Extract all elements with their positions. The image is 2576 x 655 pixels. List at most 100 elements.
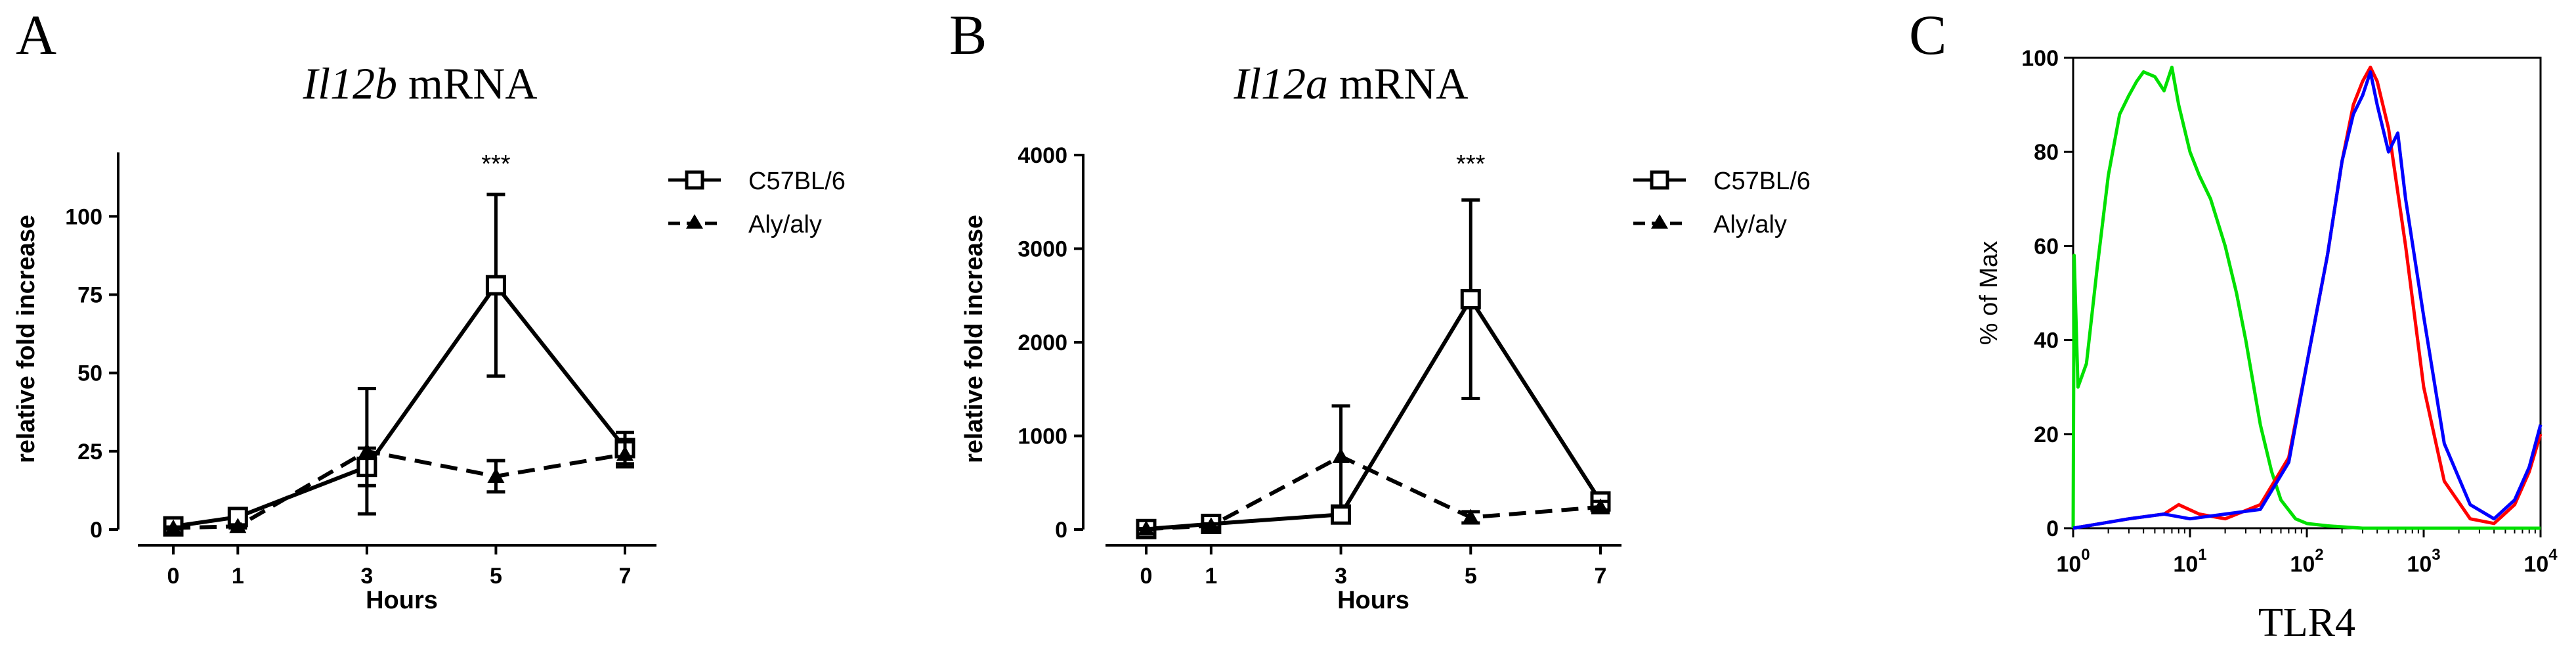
y-tick-label: 1000	[1018, 424, 1067, 449]
histogram-curve	[2072, 70, 2543, 530]
data-point-square	[485, 275, 506, 296]
tick-exponent: 3	[2432, 546, 2440, 564]
y-axis-label: % of Max	[1975, 241, 2003, 345]
y-tick-label: 2000	[1018, 330, 1067, 355]
y-axis-label: relative fold increase	[12, 215, 40, 463]
tick-base: 10	[2173, 552, 2198, 577]
x-tick-label: 0	[167, 564, 180, 589]
x-tick-label: 3	[360, 564, 373, 589]
tick-base: 10	[2523, 552, 2548, 577]
legend-label: C57BL/6	[748, 168, 846, 195]
y-tick-label: 80	[2034, 140, 2059, 165]
legend-item: C57BL/6	[1633, 168, 1811, 195]
x-tick-label: 104	[2523, 546, 2558, 577]
data-point-triangle	[358, 442, 376, 458]
x-tick-label: 5	[1465, 564, 1477, 589]
tick-exponent: 2	[2315, 546, 2323, 564]
legend-triangle-marker	[686, 214, 703, 229]
plot-frame	[2072, 56, 2542, 530]
chart-title: Il12b mRNA	[302, 58, 537, 108]
y-tick-label: 3000	[1018, 237, 1067, 262]
significance-annotation: ***	[1456, 150, 1486, 178]
data-point-triangle	[229, 518, 247, 533]
tick-base: 10	[2056, 552, 2081, 577]
x-tick-label: 101	[2173, 546, 2206, 577]
title-gene: Il12a	[1233, 58, 1328, 108]
title-rest: mRNA	[1328, 58, 1468, 108]
legend-square-marker	[685, 170, 704, 190]
data-point-square	[1331, 504, 1352, 525]
significance-annotation: ***	[481, 150, 511, 178]
x-axis-label: Hours	[366, 587, 438, 614]
tick-base: 10	[2407, 552, 2432, 577]
axes: 0 1000 2000 3000 4000 0 1 3 5 7	[1018, 143, 1621, 589]
data-point-triangle	[1332, 447, 1350, 463]
series-line	[1146, 295, 1602, 531]
panel-letter: C	[1909, 3, 1946, 66]
x-tick-label: 7	[1595, 564, 1607, 589]
legend-item: Aly/aly	[1633, 211, 1787, 238]
x-tick-label: 100	[2056, 546, 2090, 577]
title-gene: Il12b	[302, 58, 397, 108]
x-tick-label: 1	[232, 564, 244, 589]
tick-exponent: 1	[2198, 546, 2206, 564]
panel-b: B Il12a mRNA Hours relative fold increas…	[949, 3, 1811, 614]
panel-letter: B	[949, 3, 987, 66]
y-tick-label: 25	[77, 440, 102, 464]
legend-label: C57BL/6	[1713, 168, 1811, 195]
legend: C57BL/6 Aly/aly	[1633, 168, 1811, 238]
data-point-triangle	[1462, 508, 1480, 524]
chart-title: Il12a mRNA	[1233, 58, 1468, 108]
y-tick-label: 100	[65, 204, 102, 229]
y-tick-label: 100	[2021, 46, 2059, 71]
y-tick-label: 75	[77, 283, 102, 308]
plot-marks	[2071, 65, 2543, 530]
legend-item: C57BL/6	[668, 168, 846, 195]
legend: C57BL/6 Aly/aly	[668, 168, 846, 238]
data-point-triangle	[487, 467, 505, 483]
y-tick-label: 20	[2034, 422, 2059, 447]
data-point-triangle	[616, 445, 633, 461]
axes: 0 25 50 75 100 0 1 3 5 7	[65, 152, 656, 589]
y-tick-label: 0	[1055, 518, 1067, 543]
plot-marks	[1136, 198, 1611, 539]
histogram-curve	[2072, 65, 2543, 530]
legend-label: Aly/aly	[748, 211, 822, 238]
legend-label: Aly/aly	[1713, 211, 1787, 238]
tick-exponent: 4	[2548, 546, 2558, 564]
data-point-triangle	[1138, 520, 1155, 536]
tick-base: 10	[2290, 552, 2315, 577]
panel-a: A Il12b mRNA Hours relative fold increas…	[12, 3, 846, 614]
data-point-triangle	[1202, 517, 1220, 533]
y-tick-label: 40	[2034, 328, 2059, 353]
legend-item: Aly/aly	[668, 211, 822, 238]
x-tick-label: 102	[2290, 546, 2323, 577]
data-point-triangle	[1592, 498, 1609, 514]
x-tick-label: 3	[1335, 564, 1347, 589]
y-tick-label: 4000	[1018, 143, 1067, 168]
histogram-curve	[2071, 65, 2541, 530]
y-tick-label: 50	[77, 361, 102, 386]
y-tick-label: 60	[2034, 234, 2059, 259]
x-tick-label: 0	[1140, 564, 1153, 589]
plot-marks	[163, 192, 635, 537]
title-rest: mRNA	[397, 58, 537, 108]
x-axis-label: Hours	[1337, 587, 1409, 614]
legend-triangle-marker	[1651, 214, 1668, 229]
y-tick-label: 0	[2046, 516, 2059, 541]
y-axis-label: relative fold increase	[960, 215, 988, 463]
legend-square-marker	[1650, 170, 1669, 190]
tick-exponent: 0	[2081, 546, 2090, 564]
y-tick-label: 0	[90, 518, 102, 543]
x-tick-label: 5	[490, 564, 502, 589]
x-axis-label: TLR4	[2258, 600, 2355, 645]
x-tick-label: 1	[1205, 564, 1217, 589]
series-line	[173, 282, 627, 529]
data-point-triangle	[165, 519, 182, 535]
x-tick-label: 103	[2407, 546, 2440, 577]
x-tick-label: 7	[619, 564, 632, 589]
data-point-square	[1460, 288, 1481, 309]
